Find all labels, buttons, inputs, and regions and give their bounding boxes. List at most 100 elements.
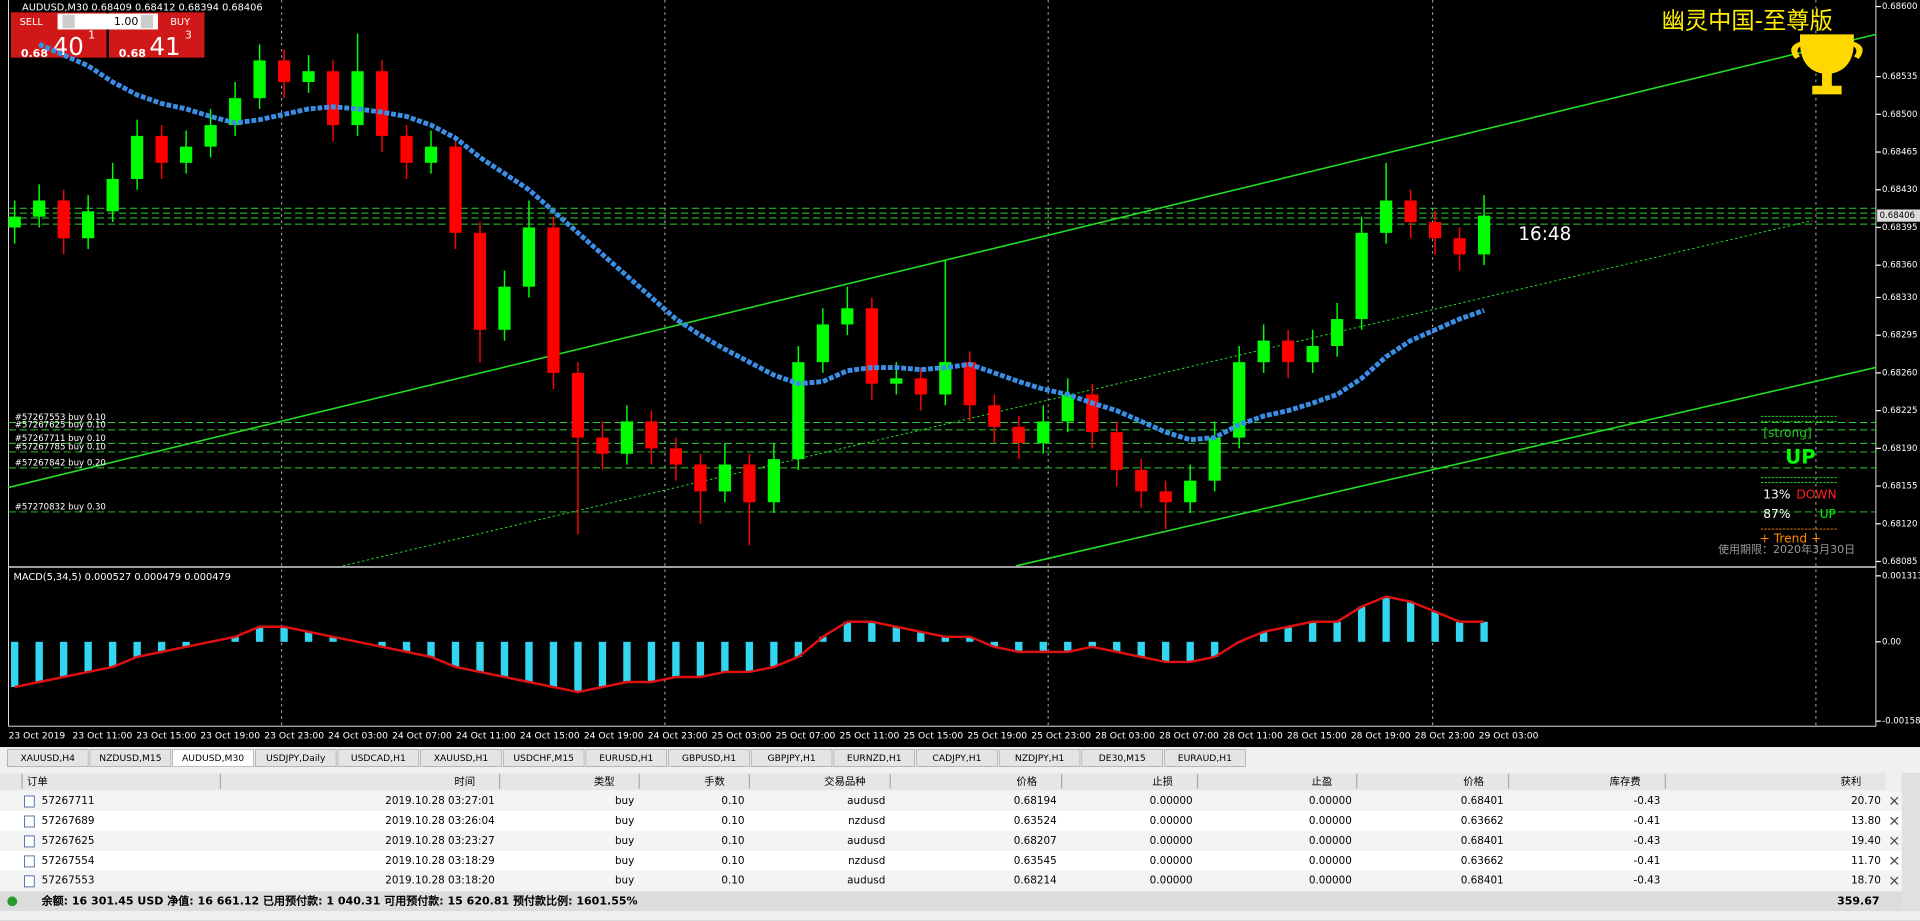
lots-down[interactable] (62, 14, 75, 29)
candle-body (669, 448, 683, 465)
down-label: DOWN (1796, 487, 1836, 501)
macd-bar (500, 641, 509, 677)
table-cell: audusd (847, 835, 885, 847)
sell-button[interactable]: SELL (20, 17, 44, 28)
macd-bar (451, 641, 460, 667)
candle-body (1159, 491, 1172, 503)
tab[interactable] (998, 749, 1081, 767)
tab-label[interactable]: AUDUSD,M30 (182, 753, 244, 764)
scrollbar[interactable] (1901, 772, 1920, 912)
x-tick-label: 25 Oct 07:00 (776, 731, 836, 742)
candle-body (571, 372, 585, 438)
candle-body (1306, 345, 1319, 363)
macd-bar (917, 631, 925, 642)
tab-label[interactable]: EURAUD,H1 (1178, 753, 1232, 764)
macd-bar (745, 641, 754, 672)
tab[interactable] (255, 749, 337, 767)
symbol-header: AUDUSD,M30 0.68409 0.68412 0.68394 0.684… (22, 2, 263, 13)
lots-box[interactable] (57, 13, 158, 30)
table-cell: buy (615, 855, 634, 867)
table-cell: 57267711 (42, 795, 95, 807)
table-row (0, 870, 1902, 891)
table-cell: -0.43 (1634, 795, 1661, 807)
y-tick-label: 0.68600 (1882, 2, 1917, 12)
tab-label[interactable]: XAUUSD,H4 (20, 753, 75, 764)
tab-label[interactable]: USDJPY,Daily (266, 753, 326, 764)
x-tick-label: 25 Oct 03:00 (712, 731, 772, 742)
tab-label[interactable]: DE30,M15 (1099, 753, 1146, 764)
up-label: UP (1820, 507, 1836, 521)
candle-body (82, 211, 95, 239)
candle-body (1380, 200, 1393, 233)
close-order[interactable] (1890, 796, 1899, 806)
column-header: 交易品种 (824, 775, 866, 788)
x-tick-label: 23 Oct 19:00 (200, 731, 260, 742)
macd-bar (35, 641, 43, 683)
tab[interactable] (89, 749, 172, 767)
macd-bar (843, 621, 852, 642)
table-cell: nzdusd (848, 855, 885, 867)
column-header: 类型 (594, 775, 615, 788)
macd-bar (1260, 631, 1268, 642)
close-order[interactable] (1890, 816, 1899, 825)
candle-body (743, 464, 756, 503)
candle-body (1453, 238, 1466, 255)
tab[interactable] (172, 749, 254, 767)
column-header: 止盈 (1311, 776, 1332, 788)
tab-label[interactable]: GBPUSD,H1 (682, 753, 736, 764)
close-order[interactable] (1890, 836, 1899, 845)
table-cell: 20.70 (1851, 795, 1881, 807)
candle-body (180, 146, 193, 163)
tab[interactable] (1164, 749, 1246, 767)
macd-bar (1162, 641, 1170, 662)
candle-body (326, 71, 340, 126)
y-tick-label: 0.68260 (1882, 368, 1917, 378)
tab[interactable] (502, 749, 585, 767)
tab[interactable] (420, 749, 502, 767)
column-header: 时间 (454, 775, 475, 788)
close-order[interactable] (1890, 856, 1899, 865)
candle-body (988, 405, 1001, 427)
tab-label[interactable]: NZDJPY,H1 (1015, 753, 1065, 764)
macd-bar (182, 641, 190, 647)
tab-label[interactable]: USDCAD,H1 (351, 753, 406, 764)
footer-summary: 余额: 16 301.45 USD 净值: 16 661.12 已用预付款: 1… (41, 893, 638, 907)
tab[interactable] (916, 749, 998, 767)
tab[interactable] (750, 749, 833, 767)
tab-label[interactable]: CADJPY,H1 (932, 753, 981, 764)
tab-label[interactable]: EURUSD,H1 (599, 753, 653, 764)
ask-big: 41 (149, 32, 180, 61)
table-cell: 0.63662 (1461, 855, 1504, 867)
table-cell: 0.63545 (1014, 855, 1057, 867)
buy-button[interactable]: BUY (170, 17, 190, 28)
tab[interactable] (7, 749, 89, 767)
table-header-bg (0, 772, 1886, 790)
macd-bar (1284, 626, 1292, 642)
table-cell: buy (615, 795, 634, 807)
trend-channel (8, 33, 1877, 567)
candle-body (57, 200, 70, 239)
tab-label[interactable]: USDCHF,M15 (513, 753, 574, 764)
tab-label[interactable]: EURNZD,H1 (847, 753, 902, 764)
table-cell: 0.00000 (1309, 875, 1352, 887)
close-order[interactable] (1890, 876, 1899, 885)
tab[interactable] (1081, 749, 1163, 767)
tab[interactable] (585, 749, 668, 767)
x-tick-label: 28 Oct 19:00 (1351, 731, 1411, 742)
macd-bar (623, 641, 631, 683)
tab[interactable] (668, 749, 750, 767)
y-tick-label: 0.68085 (1882, 557, 1917, 567)
tab-label[interactable]: NZDUSD,M15 (99, 753, 161, 764)
tab-label[interactable]: GBPJPY,H1 (768, 753, 816, 764)
lots-up[interactable] (140, 14, 154, 29)
tab-label[interactable]: XAUUSD,H1 (434, 753, 489, 764)
table-cell: 0.68401 (1461, 875, 1504, 887)
tab[interactable] (833, 749, 915, 767)
tab[interactable] (337, 749, 420, 767)
lots-value[interactable]: 1.00 (114, 15, 139, 28)
column-header: 库存费 (1610, 775, 1641, 788)
x-tick-label: 23 Oct 23:00 (264, 731, 324, 742)
column-header: 订单 (27, 776, 48, 788)
column-header: 止损 (1152, 775, 1173, 788)
